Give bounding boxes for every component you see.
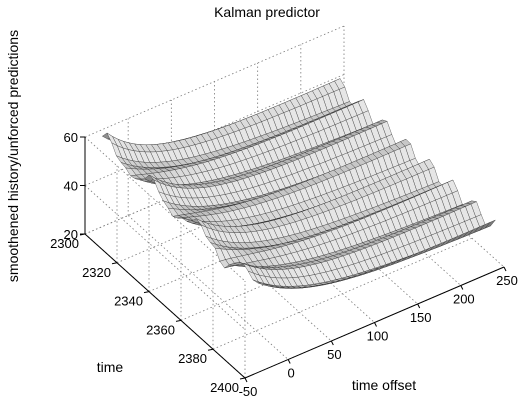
axis-layer: -50 0 50 100 150 200 250 2300232023402360238024… xyxy=(50,130,518,396)
y-tick-label: 2400 xyxy=(210,380,239,395)
y-tick-label: 2300 xyxy=(50,236,79,251)
x-tick-mark xyxy=(460,285,464,290)
grid-line xyxy=(84,25,345,138)
z-tick-label: 20 xyxy=(64,227,78,242)
x-tick-mark xyxy=(503,266,507,272)
z-tick-label: 60 xyxy=(64,130,78,145)
y-tick-mark xyxy=(111,262,118,265)
chart-title: Kalman predictor xyxy=(214,4,320,20)
x-tick-label: 150 xyxy=(410,310,432,325)
x-tick-mark xyxy=(287,359,291,364)
x-tick-label: 250 xyxy=(496,273,518,288)
x-tick-label: -50 xyxy=(239,384,258,396)
y-tick-label: 2340 xyxy=(114,294,143,309)
x-tick-mark xyxy=(330,340,334,346)
y-tick-mark xyxy=(143,291,150,294)
y-tick-label: 2360 xyxy=(146,322,175,337)
x-axis-label: time offset xyxy=(352,377,416,393)
grid-line xyxy=(212,237,473,350)
surface-layer xyxy=(101,78,496,289)
x-tick-label: 200 xyxy=(453,292,475,307)
surface-patch xyxy=(257,282,268,285)
x-tick-mark xyxy=(374,322,377,327)
y-tick-mark xyxy=(239,377,246,380)
y-axis-line xyxy=(84,233,246,379)
x-tick-mark xyxy=(417,303,421,309)
z-tick-label: 40 xyxy=(64,179,78,194)
x-tick-label: 0 xyxy=(288,366,295,381)
y-tick-label: 2380 xyxy=(178,351,207,366)
z-axis-label: smoothened history/unforced predictions xyxy=(5,30,21,282)
y-tick-mark xyxy=(175,319,182,322)
x-tick-label: 50 xyxy=(327,347,341,362)
x-tick-mark xyxy=(244,377,248,383)
y-tick-mark xyxy=(207,348,214,351)
y-tick-label: 2320 xyxy=(82,265,111,280)
y-axis-label: time xyxy=(97,359,124,375)
x-tick-label: 100 xyxy=(367,329,389,344)
